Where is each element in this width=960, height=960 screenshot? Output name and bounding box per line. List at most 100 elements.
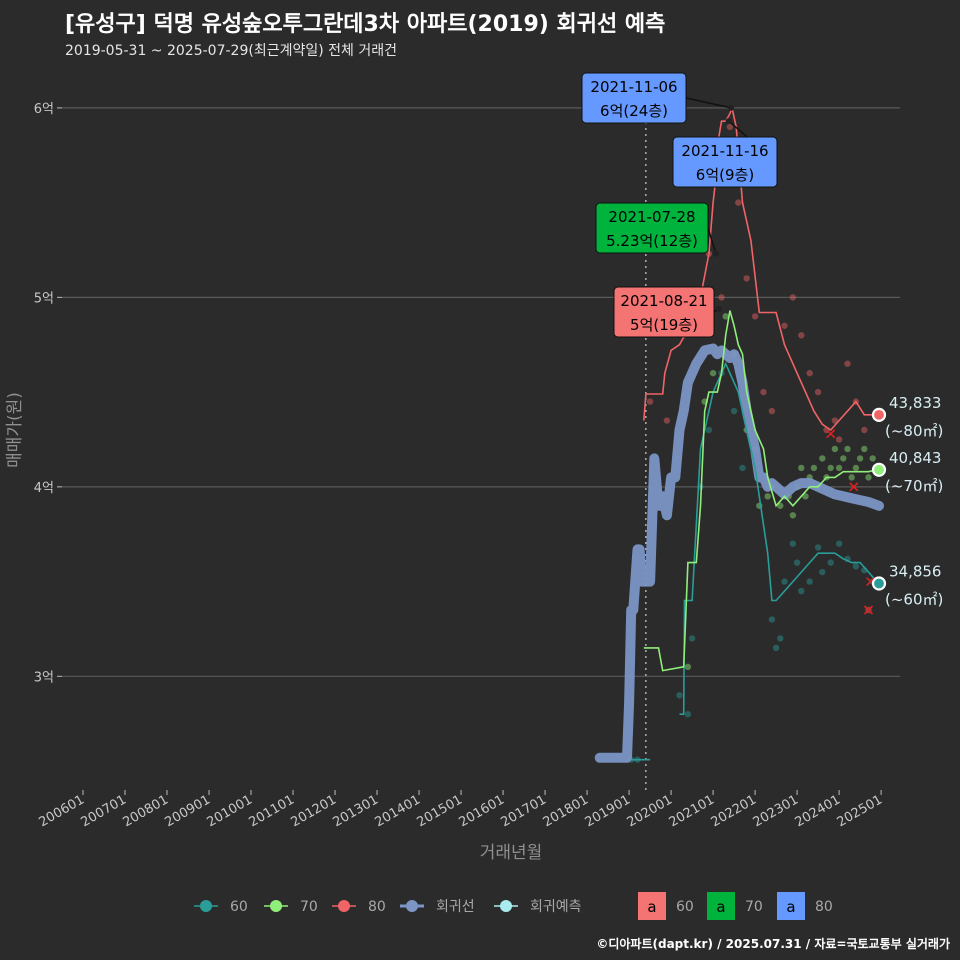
legend-box-swatch — [707, 892, 735, 920]
scatter-point-80 — [798, 332, 805, 339]
y-tick-label: 5억 — [34, 291, 54, 306]
y-tick-label: 6억 — [34, 102, 54, 117]
scatter-point-80 — [743, 275, 750, 282]
legend-label: 회귀선 — [436, 899, 475, 915]
scatter-point-70 — [869, 455, 876, 462]
scatter-point-80 — [760, 388, 767, 396]
callout-box — [595, 202, 709, 254]
x-tick-label: 200901 — [163, 792, 213, 830]
scatter-point-80 — [844, 360, 851, 367]
legend-point-swatch — [200, 900, 212, 912]
scatter-point-60 — [739, 464, 746, 472]
scatter-point-80 — [726, 123, 734, 131]
scatter-point-70 — [709, 369, 717, 377]
x-tick-label: 202101 — [667, 792, 717, 830]
scatter-point-80 — [751, 313, 759, 320]
scatter-point-70 — [722, 313, 729, 320]
scatter-point-60 — [806, 578, 813, 585]
callout-2021-07-28: 2021-07-28 5.23억(12층) — [595, 202, 720, 257]
callout-price: 6억(9층) — [696, 166, 754, 184]
x-tick-label: 201601 — [457, 792, 507, 830]
end-point-80 — [871, 407, 887, 422]
legend-label: 회귀예측 — [530, 899, 582, 915]
cancelled-mark — [863, 605, 874, 615]
end-value-label-70: 40,843 — [889, 449, 942, 467]
x-tick-label: 200601 — [37, 792, 87, 830]
scatter-point-60 — [772, 644, 780, 652]
cancelled-mark — [826, 429, 836, 439]
series-line-70 — [643, 310, 878, 672]
x-tick-label: 201101 — [247, 792, 297, 830]
legend-box-glyph: a — [716, 898, 725, 916]
scatter-point-60 — [827, 559, 834, 566]
scatter-point-70 — [848, 474, 855, 481]
legend-point-swatch — [338, 900, 350, 912]
end-area-label-70: (~70㎡) — [885, 477, 943, 495]
x-tick-label: 201001 — [205, 792, 255, 830]
legend-point-swatch — [270, 900, 282, 912]
callout-2021-11-06: 2021-11-06 6억(24층) — [581, 72, 735, 124]
end-value-label-80: 43,833 — [889, 394, 942, 412]
scatter-point-80 — [718, 294, 725, 301]
scatter-point-80 — [789, 294, 797, 301]
scatter-point-70 — [844, 445, 851, 453]
callout-date: 2021-07-28 — [608, 208, 695, 226]
chart-title: [유성구] 덕명 유성숲오투그란데3차 아파트(2019) 회귀선 예측 — [65, 12, 666, 37]
callout-box — [672, 136, 778, 188]
scatter-point-80 — [768, 407, 776, 415]
x-tick-label: 202401 — [793, 792, 843, 830]
scatter-point-70 — [861, 445, 868, 453]
legend-box-glyph: a — [647, 898, 656, 916]
scatter-point-80 — [663, 417, 671, 424]
callout-price: 5억(19층) — [630, 316, 698, 334]
scatter-point-60 — [814, 544, 822, 551]
scatter-point-70 — [777, 502, 784, 509]
callout-leader — [685, 97, 732, 109]
callout-leader — [707, 227, 717, 255]
scatter-point-80 — [735, 199, 742, 206]
x-tick-label: 200701 — [79, 792, 129, 830]
series-line-60 — [631, 361, 878, 761]
x-tick-label: 201701 — [499, 792, 549, 830]
legend-item-reg: 회귀선 — [400, 899, 475, 915]
scatter-point-60 — [684, 711, 692, 718]
cancelled-mark — [849, 482, 859, 492]
callout-anchor — [725, 118, 732, 125]
scatter-point-70 — [827, 464, 834, 472]
chart-subtitle: 2019-05-31 ~ 2025-07-29(최근계약일) 전체 거래건 — [65, 43, 397, 59]
callout-anchor — [715, 305, 722, 312]
callout-price: 6억(24층) — [600, 102, 668, 120]
scatter-point-70 — [852, 464, 860, 472]
footer-credit: ©디아파트(dapt.kr) / 2025.07.31 / 자료=국토교통부 실… — [596, 937, 950, 951]
legend-box-80: a 80 — [777, 892, 833, 920]
scatter-point-60 — [777, 635, 784, 642]
scatter-point-60 — [781, 578, 788, 585]
callout-2021-11-16: 2021-11-16 6억(9층) — [672, 118, 778, 188]
scatter-point-80 — [814, 388, 822, 396]
legend-box-60: a 60 — [638, 892, 694, 920]
scatter-point-70 — [810, 464, 818, 472]
end-point-70 — [871, 462, 887, 477]
legend-box-swatch — [638, 892, 666, 920]
y-axis-title: 매매가(원) — [5, 392, 25, 468]
scatter-point-60 — [688, 635, 696, 642]
x-tick-label: 201401 — [373, 792, 423, 830]
scatter-point-60 — [730, 407, 738, 415]
legend-point-swatch — [406, 900, 418, 912]
scatter-point-70 — [840, 455, 847, 462]
scatter-point-80 — [861, 426, 868, 434]
callout-date: 2021-08-21 — [620, 292, 707, 310]
scatter-point-70 — [819, 455, 826, 462]
callout-box — [613, 286, 715, 338]
legend-label: 70 — [300, 899, 318, 915]
regression-line — [594, 343, 884, 763]
legend-box-label: 60 — [676, 899, 694, 915]
x-tick-label: 202501 — [835, 792, 885, 830]
scatter-point-70 — [835, 464, 843, 472]
scatter-point-60 — [768, 616, 776, 623]
scatter-point-60 — [835, 540, 843, 547]
legend-item-60: 60 — [194, 899, 248, 915]
scatter-point-70 — [802, 493, 809, 500]
end-point-60 — [871, 576, 887, 591]
